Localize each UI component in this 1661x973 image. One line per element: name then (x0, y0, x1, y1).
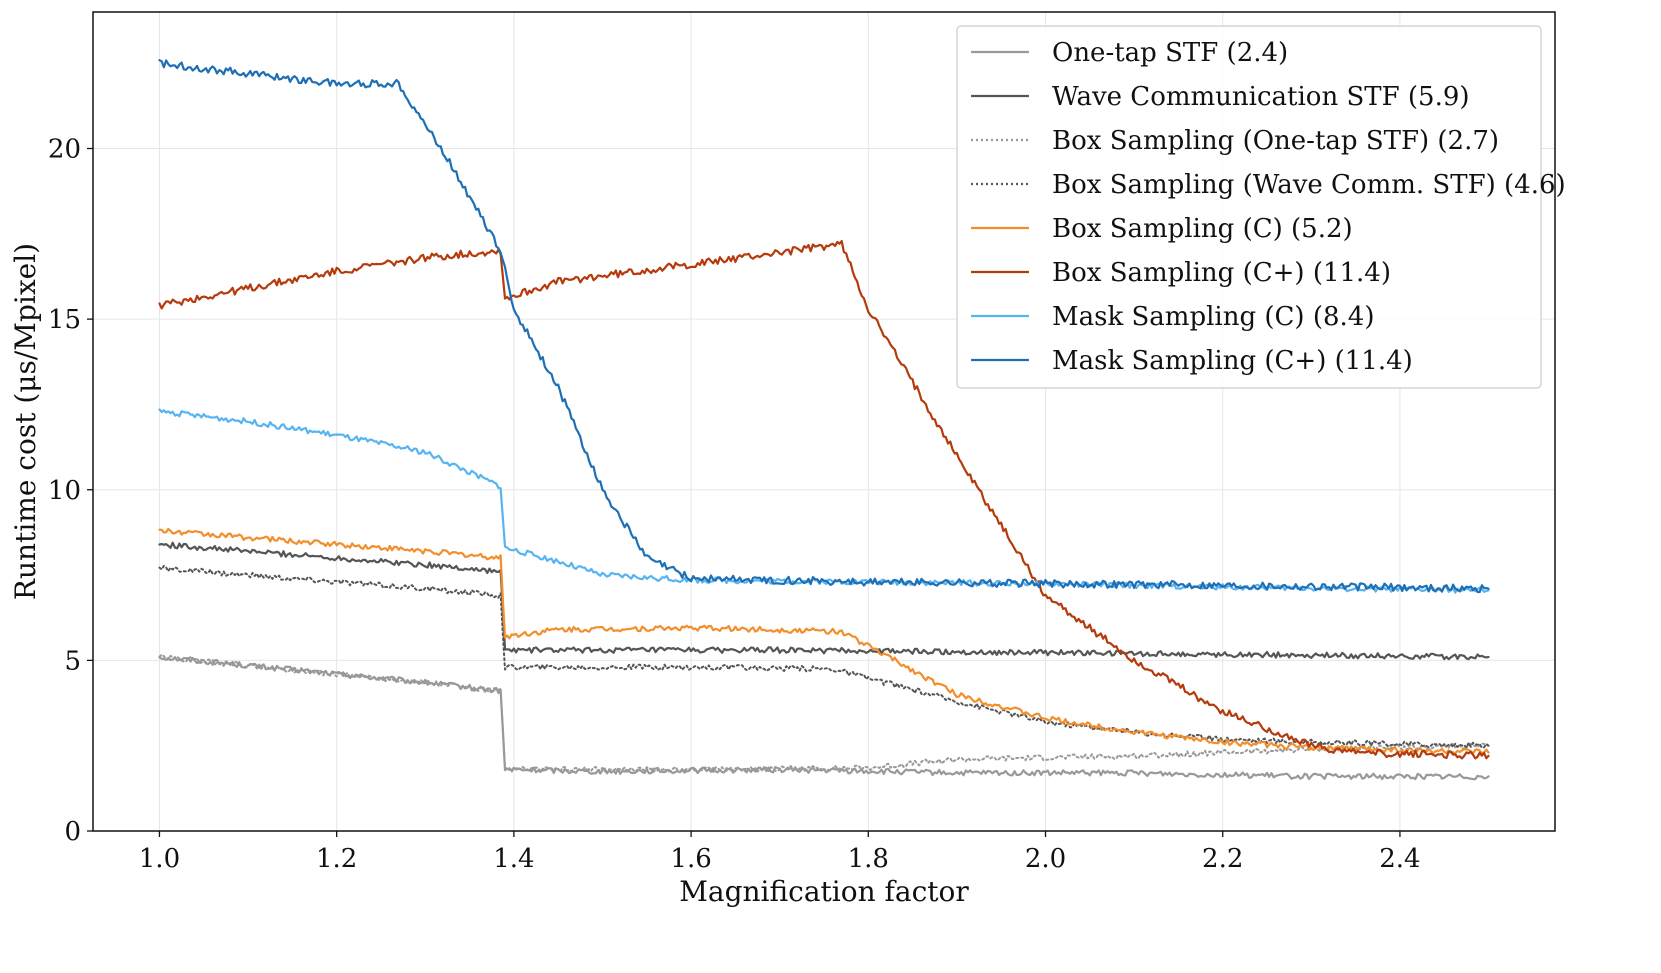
legend: One-tap STF (2.4) Wave Communication STF … (956, 25, 1566, 389)
x-tick-label: 2.4 (1379, 844, 1420, 874)
legend-label: Box Sampling (C+) (11.4) (1052, 258, 1391, 288)
series-line-5 (158, 240, 1490, 760)
legend-label: Mask Sampling (C) (8.4) (1052, 302, 1374, 332)
legend-label: Box Sampling (One-tap STF) (2.7) (1052, 126, 1499, 156)
x-tick-label: 1.8 (848, 844, 889, 874)
x-tick-label: 1.0 (139, 844, 180, 874)
y-axis-label: Runtime cost (μs/Mpixel) (9, 243, 42, 600)
legend-label: Wave Communication STF (5.9) (1052, 82, 1470, 112)
series-line-0 (158, 656, 1490, 781)
y-tick-label: 5 (64, 646, 81, 676)
legend-label: Mask Sampling (C+) (11.4) (1052, 346, 1413, 376)
series-line-6 (158, 408, 1490, 594)
x-tick-label: 2.2 (1202, 844, 1243, 874)
legend-box (956, 25, 1542, 389)
legend-label: Box Sampling (C) (5.2) (1052, 214, 1353, 244)
x-tick-label: 1.2 (316, 844, 357, 874)
x-axis-label: Magnification factor (679, 875, 969, 908)
y-tick-label: 15 (48, 305, 81, 335)
series-line-1 (158, 541, 1490, 661)
series-line-2 (158, 653, 1490, 774)
legend-label: Box Sampling (Wave Comm. STF) (4.6) (1052, 170, 1566, 200)
y-tick-label: 0 (64, 817, 81, 847)
x-tick-label: 1.4 (493, 844, 534, 874)
legend-label: One-tap STF (2.4) (1052, 38, 1288, 68)
tick-layer: 1.0 1.2 1.4 1.6 1.8 2.0 2.2 2.4 0 5 10 15 20 (48, 135, 1421, 875)
y-tick-label: 10 (48, 476, 81, 506)
x-tick-label: 1.6 (670, 844, 711, 874)
series-layer (158, 59, 1490, 781)
x-tick-label: 2.0 (1025, 844, 1066, 874)
y-tick-label: 20 (48, 135, 81, 165)
series-line-4 (158, 527, 1490, 755)
plot-frame (92, 11, 1556, 832)
series-line-7 (158, 59, 1490, 594)
series-line-3 (158, 564, 1490, 749)
